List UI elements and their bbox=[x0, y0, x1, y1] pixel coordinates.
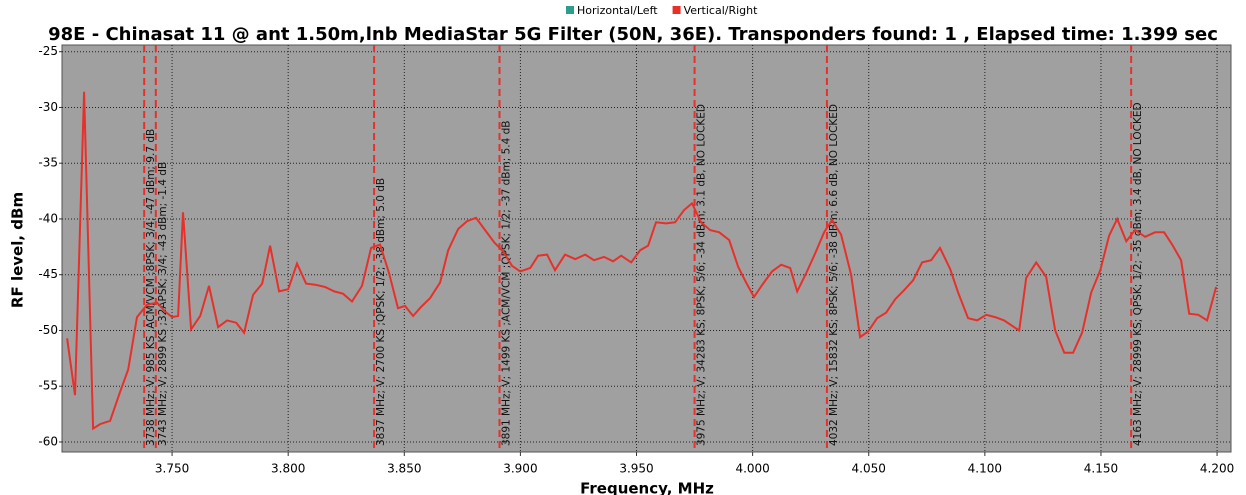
transponder-label: 3975 MHz; V; 34283 KS; 8PSK; 5/6; -34 dB… bbox=[696, 104, 708, 446]
x-tick-label: 3.900 bbox=[503, 462, 537, 476]
transponder-label: 3891 MHz; V; 1499 KS ;ACM/VCM ;QPSK; 1/2… bbox=[501, 121, 513, 446]
transponder-label: 4032 MHz; V; 15832 KS; 8PSK; 5/6; -38 dB… bbox=[828, 104, 840, 446]
y-tick-label: -35 bbox=[38, 156, 58, 170]
x-tick-label: 4.150 bbox=[1084, 462, 1118, 476]
legend-label: Vertical/Right bbox=[684, 4, 759, 17]
y-tick-label: -55 bbox=[38, 379, 58, 393]
x-tick-label: 3.750 bbox=[155, 462, 189, 476]
x-tick-label: 3.850 bbox=[387, 462, 421, 476]
y-tick-label: -45 bbox=[38, 267, 58, 281]
x-tick-label: 4.200 bbox=[1200, 462, 1234, 476]
x-tick-label: 3.800 bbox=[271, 462, 305, 476]
y-tick-label: -60 bbox=[38, 434, 58, 448]
y-tick-label: -50 bbox=[38, 323, 58, 337]
x-axis-label: Frequency, MHz bbox=[580, 480, 714, 495]
series-line bbox=[66, 91, 1218, 431]
y-tick-label: -40 bbox=[38, 211, 58, 225]
legend-label: Horizontal/Left bbox=[577, 4, 658, 17]
x-tick-label: 4.050 bbox=[852, 462, 886, 476]
y-tick-label: -25 bbox=[38, 44, 58, 58]
x-tick-label: 4.000 bbox=[735, 462, 769, 476]
x-tick-label: 4.100 bbox=[968, 462, 1002, 476]
transponder-label: 3837 MHz; V; 2700 KS ;QPSK; 1/2; -38 dBm… bbox=[375, 178, 387, 446]
x-tick-label: 3.950 bbox=[619, 462, 653, 476]
transponder-label: 4163 MHz; V; 28999 KS; QPSK; 1/2; -35 dB… bbox=[1132, 102, 1144, 446]
plot-area bbox=[61, 44, 1232, 453]
transponder-label: 3743 MHz; V; 2899 KS ;32APSK; 3/4; -43 d… bbox=[157, 162, 169, 446]
legend: Horizontal/Left Vertical/Right bbox=[566, 4, 758, 17]
y-axis-label: RF level, dBm bbox=[9, 192, 27, 308]
legend-swatch bbox=[566, 6, 574, 14]
chart-title: 98E - Chinasat 11 @ ant 1.50m,lnb MediaS… bbox=[48, 24, 1218, 45]
legend-swatch bbox=[672, 6, 681, 14]
y-tick-label: -30 bbox=[38, 100, 58, 114]
transponder-label: 3738 MHz; V; 985 KS ;ACM/VCM ;8PSK; 3/4;… bbox=[145, 129, 157, 446]
